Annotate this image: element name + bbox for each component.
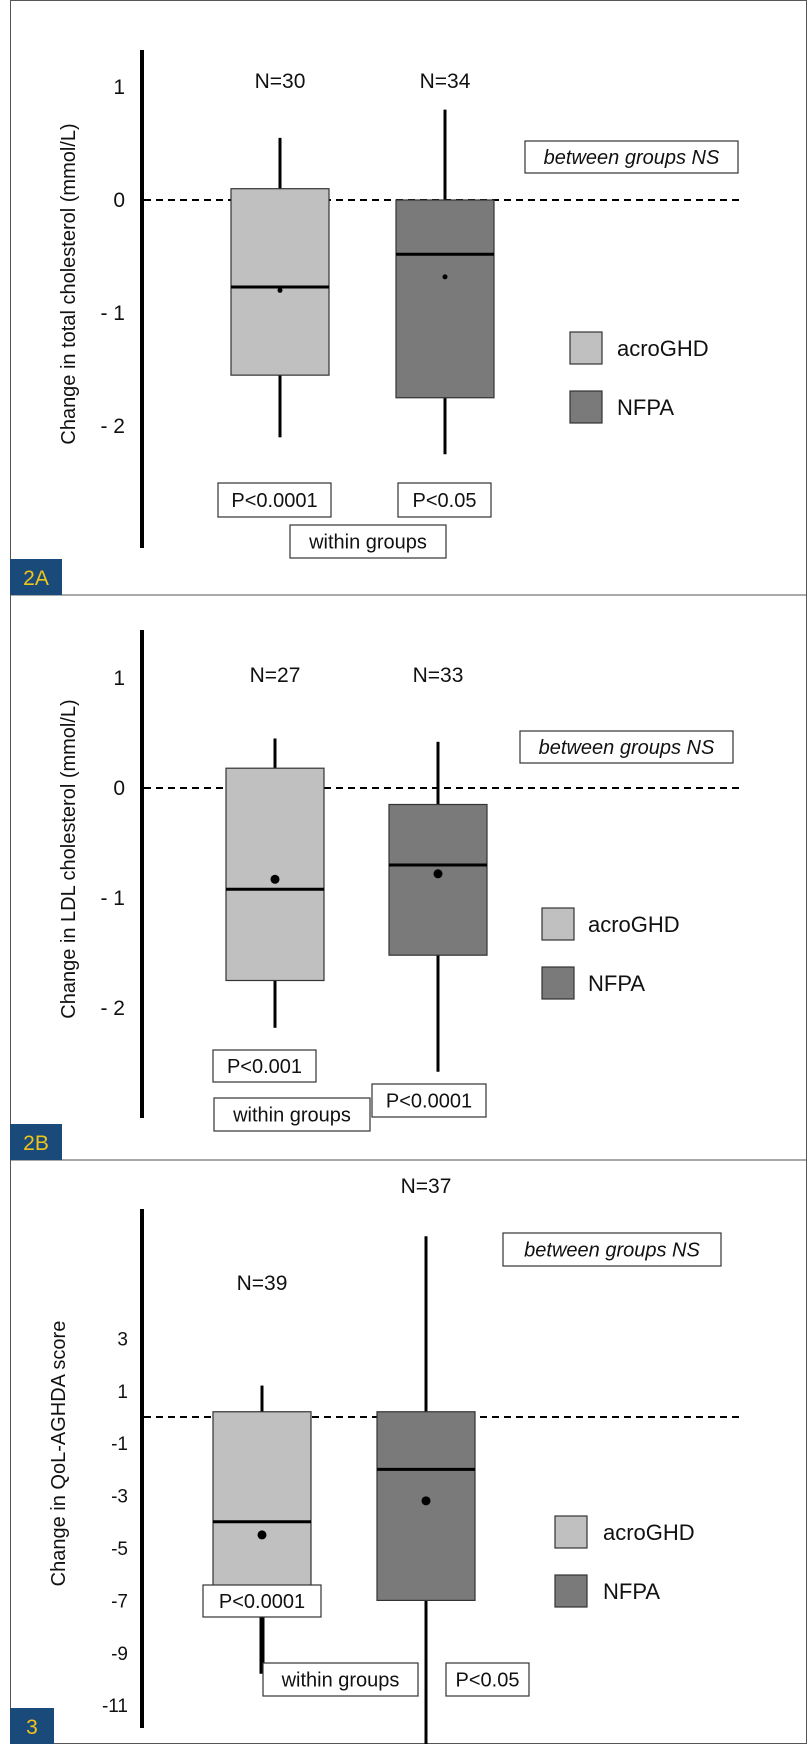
box-iqr bbox=[225, 767, 325, 982]
legend-label-nfpa: NFPA bbox=[588, 971, 645, 996]
legend-label-acroghd: acroGHD bbox=[603, 1520, 695, 1545]
box-acroghd: N=27 P<0.001 bbox=[212, 664, 325, 1083]
box-nfpa: N=37 P<0.05 bbox=[376, 1175, 530, 1744]
n-label: N=39 bbox=[237, 1272, 288, 1295]
within-groups-box bbox=[289, 524, 447, 559]
y-axis-title: Change in LDL cholesterol (mmol/L) bbox=[58, 699, 80, 1018]
mean-marker bbox=[421, 1496, 431, 1506]
n-label: N=30 bbox=[255, 70, 306, 93]
legend-swatch-nfpa bbox=[569, 390, 603, 424]
within-groups-label: within groups bbox=[281, 1670, 400, 1692]
p-value-box bbox=[217, 482, 332, 518]
n-label: N=37 bbox=[401, 1175, 452, 1198]
legend-label-nfpa: NFPA bbox=[603, 1579, 660, 1604]
p-value-label: P<0.0001 bbox=[386, 1091, 472, 1113]
mean-marker bbox=[257, 1530, 267, 1540]
box-nfpa: N=33 P<0.0001 bbox=[371, 664, 488, 1118]
p-value-box bbox=[202, 1584, 322, 1618]
between-groups-label: between groups NS bbox=[544, 147, 720, 169]
legend-swatch-nfpa bbox=[541, 966, 575, 1000]
legend-label-acroghd: acroGHD bbox=[588, 912, 680, 937]
y-tick-label: 1 bbox=[113, 76, 125, 99]
p-value-label: P<0.0001 bbox=[231, 490, 317, 512]
box-iqr bbox=[395, 199, 495, 399]
legend-swatch-nfpa bbox=[554, 1574, 588, 1608]
y-tick-label: - 2 bbox=[100, 997, 125, 1020]
p-value-box bbox=[397, 482, 492, 518]
mean-marker bbox=[442, 274, 448, 280]
panel-tag-badge bbox=[10, 559, 62, 595]
within-groups-box bbox=[262, 1662, 419, 1697]
between-groups-box bbox=[519, 730, 734, 764]
p-value-box bbox=[445, 1662, 530, 1697]
between-groups-box bbox=[524, 140, 739, 174]
panel-2A: 1 0 - 1 - 2 Change in total cholesterol (mmo… bbox=[10, 50, 740, 595]
within-groups-label: within groups bbox=[232, 1105, 351, 1127]
p-value-box bbox=[371, 1083, 487, 1118]
y-axis-title: Change in total cholesterol (mmol/L) bbox=[58, 123, 80, 444]
p-value-box bbox=[212, 1049, 317, 1083]
legend-swatch-acroghd bbox=[541, 907, 575, 941]
y-tick-label: - 1 bbox=[100, 302, 125, 325]
between-groups-label: between groups NS bbox=[524, 1240, 700, 1262]
within-groups-box bbox=[213, 1097, 371, 1132]
y-tick-label: 0 bbox=[113, 777, 125, 800]
panel-2B: 1 0 - 1 - 2 Change in LDL cholesterol (mmol/… bbox=[10, 630, 740, 1160]
y-tick-label: 1 bbox=[117, 1382, 128, 1403]
panel-3: 31-1-3-5-7-9-11-13-15Change in QoL-AGHDA… bbox=[10, 1175, 740, 1744]
y-tick-label: -11 bbox=[102, 1696, 128, 1717]
y-tick-label: 1 bbox=[113, 667, 125, 690]
box-nfpa: N=34 P<0.05 bbox=[395, 70, 495, 518]
n-label: N=27 bbox=[250, 664, 301, 687]
panel-tag-badge bbox=[10, 1124, 62, 1160]
panel-tag-label: 2B bbox=[23, 1132, 49, 1155]
n-label: N=33 bbox=[413, 664, 464, 687]
y-tick-label: 0 bbox=[113, 189, 125, 212]
box-acroghd: N=30 P<0.0001 bbox=[217, 70, 332, 518]
legend-swatch-acroghd bbox=[554, 1515, 588, 1549]
legend-label-acroghd: acroGHD bbox=[617, 336, 709, 361]
within-groups-label: within groups bbox=[308, 532, 427, 554]
box-iqr bbox=[230, 188, 330, 376]
mean-marker bbox=[277, 287, 283, 293]
between-groups-box bbox=[502, 1232, 722, 1267]
legend-label-nfpa: NFPA bbox=[617, 395, 674, 420]
y-tick-label: - 1 bbox=[100, 887, 125, 910]
p-value-label: P<0.05 bbox=[456, 1670, 520, 1692]
y-tick-label: - 2 bbox=[100, 415, 125, 438]
n-label: N=34 bbox=[420, 70, 471, 93]
y-tick-label: -3 bbox=[111, 1487, 128, 1508]
y-tick-label: 3 bbox=[117, 1329, 128, 1350]
y-tick-label: -5 bbox=[111, 1539, 128, 1560]
p-value-label: P<0.05 bbox=[413, 490, 477, 512]
p-value-label: P<0.0001 bbox=[219, 1591, 305, 1613]
between-groups-label: between groups NS bbox=[539, 737, 715, 759]
y-axis-title: Change in QoL-AGHDA score bbox=[48, 1321, 70, 1587]
box-iqr bbox=[376, 1411, 476, 1602]
legend-swatch-acroghd bbox=[569, 331, 603, 365]
mean-marker bbox=[270, 874, 280, 884]
panel-tag-label: 3 bbox=[26, 1716, 38, 1739]
panel-tag-label: 2A bbox=[23, 567, 49, 590]
p-value-label: P<0.001 bbox=[227, 1056, 302, 1078]
mean-marker bbox=[433, 869, 443, 879]
box-iqr bbox=[388, 803, 488, 956]
y-tick-label: -7 bbox=[111, 1591, 128, 1612]
panel-tag-badge bbox=[10, 1708, 54, 1744]
box-acroghd: N=39 P<0.0001 bbox=[202, 1272, 322, 1674]
y-tick-label: -1 bbox=[111, 1434, 128, 1455]
y-tick-label: -9 bbox=[111, 1644, 128, 1665]
box-iqr bbox=[212, 1411, 312, 1602]
